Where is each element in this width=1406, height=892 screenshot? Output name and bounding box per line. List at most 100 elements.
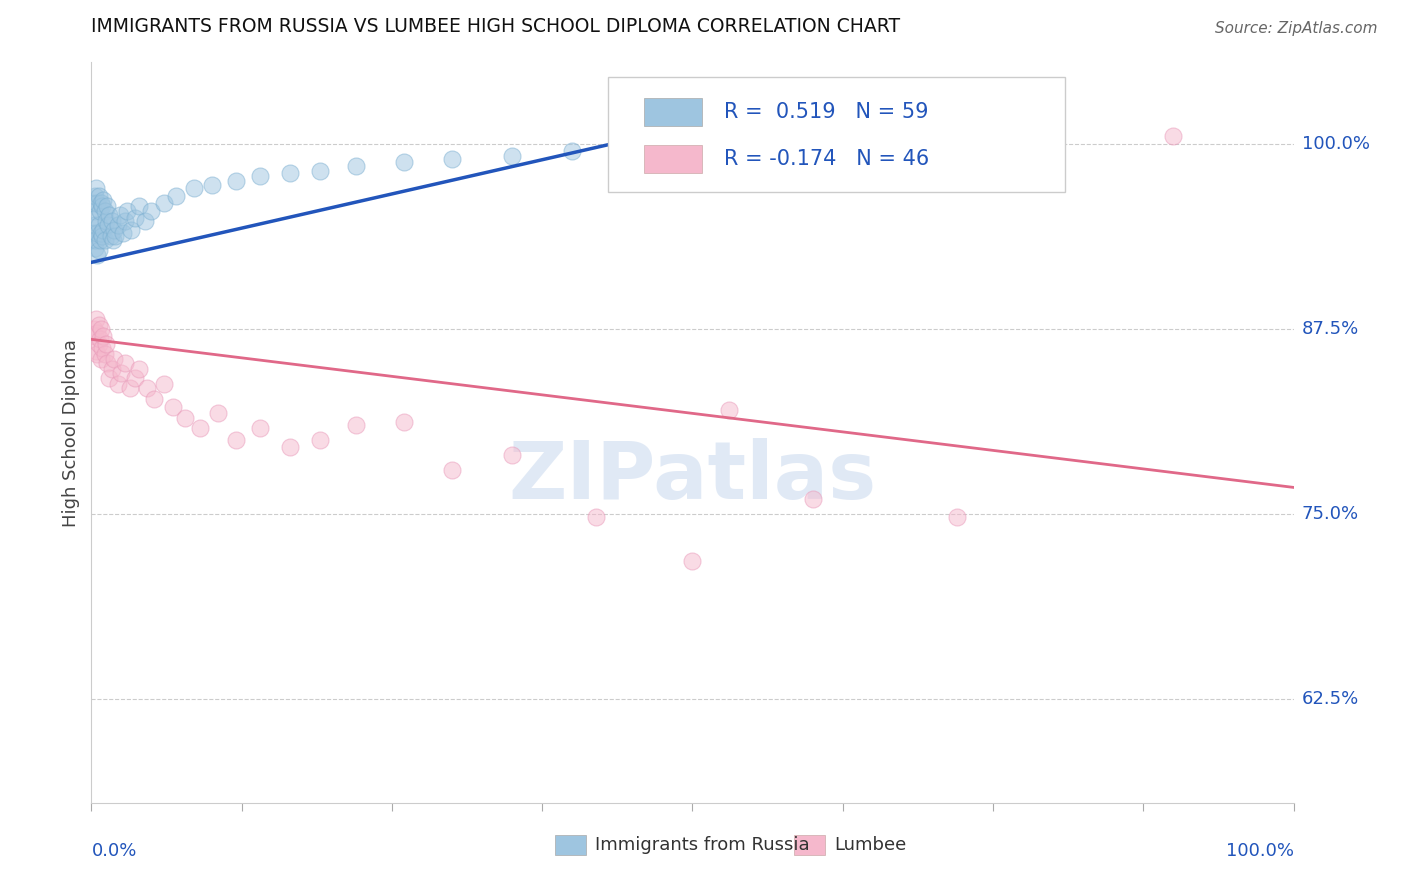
FancyBboxPatch shape xyxy=(644,98,702,126)
Text: 75.0%: 75.0% xyxy=(1302,505,1360,523)
Point xyxy=(84,311,107,326)
FancyBboxPatch shape xyxy=(644,145,702,173)
Point xyxy=(90,196,112,211)
Point xyxy=(103,223,125,237)
Point xyxy=(946,510,969,524)
Point xyxy=(87,219,110,233)
Point xyxy=(392,154,415,169)
Point xyxy=(89,332,111,346)
Point xyxy=(681,554,703,568)
Point xyxy=(183,181,205,195)
Point xyxy=(278,166,301,180)
Point xyxy=(90,226,112,240)
Point xyxy=(87,336,110,351)
Point xyxy=(93,223,115,237)
Point xyxy=(162,401,184,415)
Point xyxy=(110,367,132,381)
Point xyxy=(308,163,330,178)
Point xyxy=(633,140,655,154)
Point xyxy=(249,169,271,184)
Point xyxy=(308,433,330,447)
Point xyxy=(165,188,187,202)
Point xyxy=(585,510,607,524)
FancyBboxPatch shape xyxy=(794,835,825,855)
Text: R = -0.174   N = 46: R = -0.174 N = 46 xyxy=(724,149,929,169)
Point xyxy=(118,381,141,395)
Point xyxy=(93,329,115,343)
Point xyxy=(91,199,114,213)
Point xyxy=(101,362,124,376)
Point xyxy=(86,248,108,262)
Point xyxy=(110,208,132,222)
Point xyxy=(103,351,125,366)
Point xyxy=(142,392,165,406)
Point xyxy=(98,208,121,222)
Point xyxy=(84,344,107,359)
FancyBboxPatch shape xyxy=(555,835,586,855)
Point xyxy=(344,418,367,433)
Point xyxy=(114,356,136,370)
Point xyxy=(87,188,110,202)
Point xyxy=(1161,129,1184,144)
Point xyxy=(97,219,120,233)
Point xyxy=(83,322,105,336)
Point xyxy=(114,214,136,228)
Point xyxy=(89,233,111,247)
Point xyxy=(86,196,108,211)
Text: Lumbee: Lumbee xyxy=(834,836,905,854)
Point xyxy=(84,219,107,233)
Point xyxy=(93,203,115,218)
Point xyxy=(83,233,105,247)
Point xyxy=(124,371,146,385)
Point xyxy=(100,228,122,243)
Text: IMMIGRANTS FROM RUSSIA VS LUMBEE HIGH SCHOOL DIPLOMA CORRELATION CHART: IMMIGRANTS FROM RUSSIA VS LUMBEE HIGH SC… xyxy=(91,17,900,36)
Point xyxy=(501,448,523,462)
Point xyxy=(128,362,150,376)
Point xyxy=(93,193,115,207)
Point xyxy=(440,152,463,166)
Text: 100.0%: 100.0% xyxy=(1226,842,1294,860)
Point xyxy=(86,326,108,341)
Text: R =  0.519   N = 59: R = 0.519 N = 59 xyxy=(724,102,928,122)
Point xyxy=(107,376,129,391)
Y-axis label: High School Diploma: High School Diploma xyxy=(62,339,80,526)
Point xyxy=(87,318,110,332)
Point xyxy=(93,233,115,247)
Point xyxy=(344,159,367,173)
Point xyxy=(801,492,824,507)
Point xyxy=(225,174,247,188)
Point xyxy=(84,240,107,255)
Point xyxy=(82,226,104,240)
Point xyxy=(89,203,111,218)
Point xyxy=(152,376,174,391)
Point xyxy=(86,347,108,361)
Point xyxy=(82,196,104,211)
Point xyxy=(101,233,124,247)
Point xyxy=(128,199,150,213)
Point xyxy=(111,226,134,240)
Point xyxy=(101,214,124,228)
Point xyxy=(87,244,110,258)
Point xyxy=(717,403,740,417)
Point xyxy=(134,214,156,228)
Point xyxy=(174,410,197,425)
Text: Source: ZipAtlas.com: Source: ZipAtlas.com xyxy=(1215,21,1378,36)
Point xyxy=(90,322,112,336)
Point xyxy=(96,356,118,370)
Point xyxy=(278,441,301,455)
Point xyxy=(225,433,247,447)
Point xyxy=(84,329,107,343)
FancyBboxPatch shape xyxy=(609,78,1066,192)
Text: 100.0%: 100.0% xyxy=(1302,135,1369,153)
Point xyxy=(84,211,107,225)
Point xyxy=(83,203,105,218)
Point xyxy=(501,149,523,163)
Text: ZIPatlas: ZIPatlas xyxy=(509,438,876,516)
Point xyxy=(152,196,174,211)
Point xyxy=(135,381,157,395)
Point xyxy=(392,415,415,429)
Point xyxy=(86,226,108,240)
Point xyxy=(120,223,142,237)
Point xyxy=(440,463,463,477)
Point xyxy=(84,233,107,247)
